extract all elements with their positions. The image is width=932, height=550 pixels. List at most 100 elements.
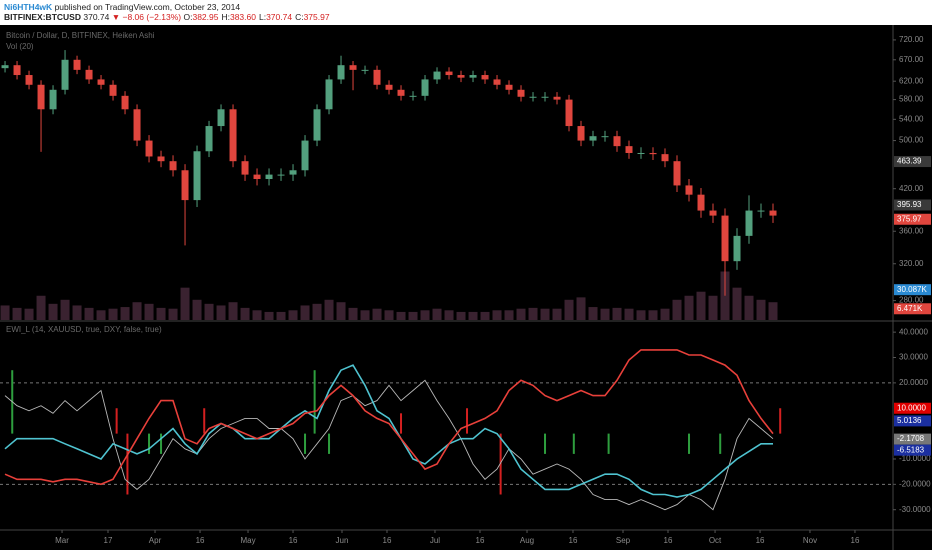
volume-bar	[600, 308, 610, 320]
price-marker-box	[894, 402, 931, 414]
candle-body	[13, 65, 21, 76]
volume-bar	[36, 295, 46, 320]
ohlc-value: 383.60	[229, 12, 256, 22]
symbol: BITFINEX:BTCUSD	[4, 12, 81, 22]
signal-bar	[148, 433, 151, 454]
candle-body	[277, 174, 285, 176]
candle-body	[181, 170, 189, 201]
candle-body	[517, 89, 525, 97]
candle-body	[253, 174, 261, 180]
volume-bar	[540, 308, 550, 320]
x-tick-label: 16	[476, 536, 485, 545]
y-tick-label: -10.0000	[899, 454, 931, 463]
volume-bar	[24, 308, 34, 320]
y-tick-label: -20.0000	[899, 479, 931, 488]
candle-body	[481, 75, 489, 80]
y-tick-label: 620.00	[899, 76, 924, 85]
candle-body	[73, 59, 81, 70]
volume-bar	[288, 310, 298, 320]
candle-body	[769, 210, 777, 216]
volume-bar	[420, 310, 430, 320]
volume-bar	[408, 311, 418, 320]
candle-body	[577, 126, 585, 141]
candle-body	[265, 174, 273, 180]
price-marker-box	[894, 199, 931, 211]
signal-bar	[304, 433, 307, 454]
candle-body	[493, 79, 501, 85]
signal-bar	[126, 433, 129, 495]
volume-bar	[480, 311, 490, 320]
author[interactable]: Ni6HTH4wK	[4, 2, 53, 12]
volume-bar	[228, 302, 238, 320]
y-tick-label: -30.0000	[899, 505, 931, 514]
x-tick-label: 16	[664, 536, 673, 545]
signal-bar	[607, 433, 610, 454]
volume-bar	[108, 308, 118, 320]
candle-body	[565, 99, 573, 127]
volume-bar	[192, 299, 202, 320]
chart-title: Bitcoin / Dollar, D, BITFINEX, Heiken As…	[6, 31, 155, 40]
ohlc-label: O:	[183, 12, 193, 22]
volume-bar	[396, 311, 406, 320]
y-tick-label: 580.00	[899, 95, 924, 104]
x-tick-label: Aug	[520, 536, 534, 545]
volume-bar	[708, 295, 718, 320]
price-marker-label: 10.0000	[897, 403, 926, 412]
candle-body	[61, 59, 69, 90]
x-tick-label: Oct	[709, 536, 722, 545]
candle-body	[445, 71, 453, 76]
volume-bar	[516, 308, 526, 320]
candle-body	[49, 89, 57, 110]
header-line: BITFINEX:BTCUSD 370.74 ▼ −8.06 (−2.13%) …	[4, 12, 928, 22]
candle-body	[745, 210, 753, 236]
candle-body	[505, 84, 513, 90]
y-tick-label: 20.0000	[899, 378, 928, 387]
x-tick-label: Sep	[616, 536, 631, 545]
indicator-line	[4, 364, 773, 498]
y-tick-label: 360.00	[899, 226, 924, 235]
candle-body	[205, 126, 213, 152]
price-marker-box	[894, 444, 931, 456]
x-tick-label: 16	[569, 536, 578, 545]
volume-bar	[720, 271, 730, 320]
volume-bar	[696, 291, 706, 320]
candle-body	[589, 136, 597, 141]
volume-bar	[120, 307, 130, 320]
volume-bar	[276, 311, 286, 320]
y-tick-label: 720.00	[899, 35, 924, 44]
volume-bar	[672, 299, 682, 320]
header-line: Ni6HTH4wK published on TradingView.com, …	[4, 2, 928, 12]
price-marker-label: -6.5183	[897, 445, 925, 454]
x-tick-label: May	[240, 536, 255, 545]
volume-bar	[264, 311, 274, 320]
volume-bar	[768, 302, 778, 320]
candle-body	[157, 156, 165, 162]
candle-body	[541, 96, 549, 98]
volume-bar	[636, 310, 646, 320]
candle-body	[313, 109, 321, 141]
candle-body	[697, 194, 705, 211]
candle-body	[217, 109, 225, 127]
x-tick-label: Mar	[55, 536, 69, 545]
volume-bar	[12, 307, 22, 320]
y-tick-label: 500.00	[899, 136, 924, 145]
volume-bar	[564, 299, 574, 320]
published: published on TradingView.com, October 23…	[54, 2, 241, 12]
candle-body	[337, 65, 345, 80]
candle-body	[457, 75, 465, 78]
candle-body	[637, 152, 645, 154]
volume-bar	[312, 303, 322, 320]
volume-bar	[180, 287, 190, 320]
candle-body	[241, 161, 249, 175]
candle-body	[529, 96, 537, 98]
signal-bar	[688, 433, 691, 454]
volume-bar	[624, 308, 634, 320]
candle-body	[553, 96, 561, 100]
volume-bar	[528, 307, 538, 320]
change: ▼ −8.06 (−2.13%)	[111, 12, 182, 22]
price-marker-label: 395.93	[897, 200, 922, 209]
x-tick-label: Jul	[430, 536, 440, 545]
volume-bar	[552, 308, 562, 320]
